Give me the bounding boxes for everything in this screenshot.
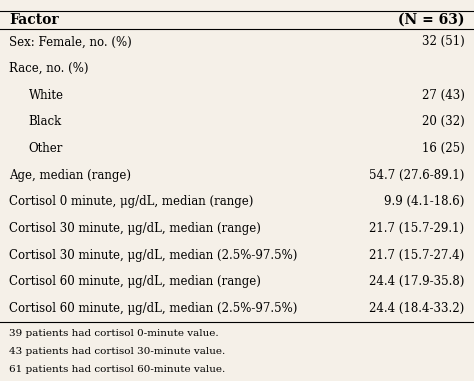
Text: Other: Other [28, 142, 63, 155]
Text: 21.7 (15.7-27.4): 21.7 (15.7-27.4) [369, 249, 465, 262]
Text: Race, no. (%): Race, no. (%) [9, 62, 89, 75]
Text: 43 patients had cortisol 30-minute value.: 43 patients had cortisol 30-minute value… [9, 347, 226, 356]
Text: 32 (51): 32 (51) [422, 35, 465, 48]
Text: Cortisol 0 minute, μg/dL, median (range): Cortisol 0 minute, μg/dL, median (range) [9, 195, 254, 208]
Text: 39 patients had cortisol 0-minute value.: 39 patients had cortisol 0-minute value. [9, 329, 219, 338]
Text: Cortisol 60 minute, μg/dL, median (range): Cortisol 60 minute, μg/dL, median (range… [9, 275, 261, 288]
Text: 21.7 (15.7-29.1): 21.7 (15.7-29.1) [369, 222, 465, 235]
Text: 24.4 (17.9-35.8): 24.4 (17.9-35.8) [369, 275, 465, 288]
Text: White: White [28, 89, 64, 102]
Text: 27 (43): 27 (43) [422, 89, 465, 102]
Text: Age, median (range): Age, median (range) [9, 169, 131, 182]
Text: 54.7 (27.6-89.1): 54.7 (27.6-89.1) [369, 169, 465, 182]
Text: (N = 63): (N = 63) [398, 13, 465, 27]
Text: 24.4 (18.4-33.2): 24.4 (18.4-33.2) [369, 302, 465, 315]
Text: Cortisol 30 minute, μg/dL, median (range): Cortisol 30 minute, μg/dL, median (range… [9, 222, 261, 235]
Text: 20 (32): 20 (32) [422, 115, 465, 128]
Text: 61 patients had cortisol 60-minute value.: 61 patients had cortisol 60-minute value… [9, 365, 226, 375]
Text: Factor: Factor [9, 13, 59, 27]
Text: 9.9 (4.1-18.6): 9.9 (4.1-18.6) [384, 195, 465, 208]
Text: Sex: Female, no. (%): Sex: Female, no. (%) [9, 35, 132, 48]
Text: Cortisol 30 minute, μg/dL, median (2.5%-97.5%): Cortisol 30 minute, μg/dL, median (2.5%-… [9, 249, 298, 262]
Text: 16 (25): 16 (25) [422, 142, 465, 155]
Text: Black: Black [28, 115, 62, 128]
Text: Cortisol 60 minute, μg/dL, median (2.5%-97.5%): Cortisol 60 minute, μg/dL, median (2.5%-… [9, 302, 298, 315]
